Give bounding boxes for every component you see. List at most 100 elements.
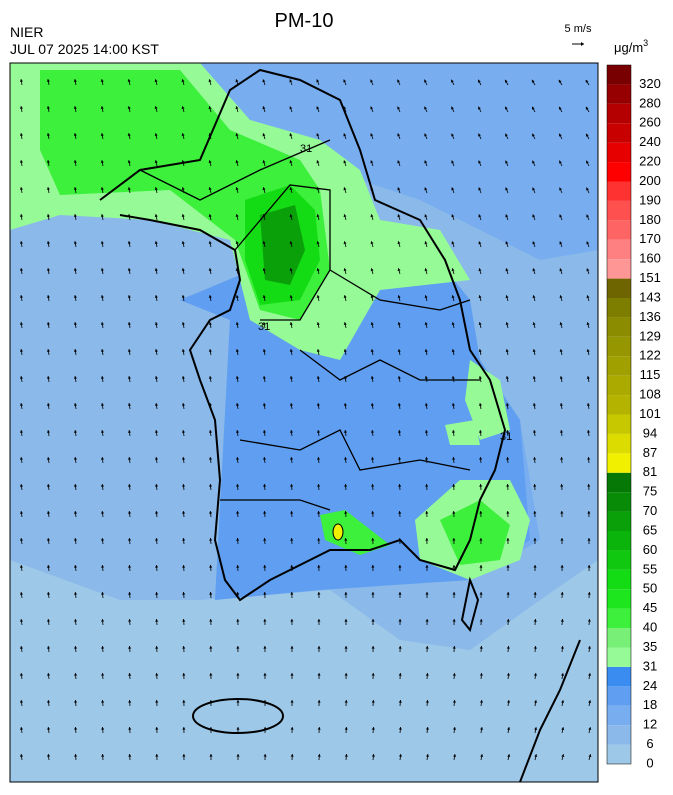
wind-arrowhead [397, 295, 401, 299]
wind-arrowhead [209, 457, 213, 460]
wind-arrowhead [532, 106, 535, 110]
wind-arrowhead [451, 187, 455, 191]
wind-arrowhead [371, 592, 375, 595]
wind-arrowhead [182, 538, 186, 541]
colorbar-segment [607, 628, 631, 648]
wind-arrowhead [155, 646, 159, 649]
wind-arrowhead [452, 511, 456, 514]
wind-arrowhead [208, 214, 212, 218]
wind-arrowhead [235, 403, 239, 406]
wind-arrowhead [397, 268, 401, 272]
wind-arrowhead [505, 268, 509, 272]
wind-arrowhead [262, 403, 266, 406]
wind-arrowhead [506, 619, 510, 622]
colorbar-label: 220 [639, 154, 661, 169]
wind-arrowhead [534, 700, 538, 703]
wind-arrowhead [560, 565, 564, 568]
wind-arrowhead [74, 646, 78, 649]
wind-scale-arrowhead [581, 42, 584, 46]
wind-arrowhead [532, 160, 535, 164]
wind-arrowhead [289, 430, 294, 433]
colorbar-segment [607, 531, 631, 551]
wind-arrowhead [47, 646, 51, 649]
wind-arrowhead [398, 700, 402, 703]
wind-arrowhead [46, 160, 50, 163]
wind-arrowhead [479, 619, 483, 622]
wind-arrowhead [398, 592, 402, 595]
wind-arrowhead [263, 484, 267, 487]
colorbar-label: 81 [643, 464, 657, 479]
wind-arrowhead [19, 133, 23, 136]
wind-arrowhead [262, 160, 266, 164]
colorbar-segment [607, 298, 631, 318]
wind-arrowhead [128, 700, 132, 703]
zone-east [445, 360, 510, 445]
wind-arrowhead [588, 700, 592, 703]
wind-arrowhead [370, 214, 374, 218]
wind-arrowhead [289, 295, 293, 298]
wind-arrowhead [127, 457, 132, 460]
wind-arrowhead [154, 457, 159, 460]
wind-arrowhead [532, 403, 536, 406]
wind-arrowhead [181, 403, 185, 406]
colorbar-label: 200 [639, 173, 661, 188]
wind-arrowhead [531, 79, 535, 83]
colorbar-label: 65 [643, 522, 657, 537]
wind-arrowhead [370, 133, 374, 137]
wind-arrowhead [558, 79, 562, 83]
wind-arrowhead [560, 484, 564, 487]
wind-arrowhead [235, 79, 239, 83]
wind-arrowhead [209, 538, 213, 541]
wind-arrowhead [343, 268, 347, 272]
wind-arrowhead [398, 457, 402, 460]
wind-arrowhead [181, 322, 185, 325]
wind-arrowhead [100, 214, 104, 217]
colorbar-label: 35 [643, 639, 657, 654]
wind-arrowhead [316, 430, 321, 433]
wind-arrowhead [181, 268, 185, 271]
wind-arrowhead [208, 322, 212, 325]
wind-arrowhead [505, 295, 509, 299]
wind-arrowhead [425, 646, 429, 649]
wind-arrowhead [127, 403, 132, 406]
wind-arrowhead [127, 79, 131, 83]
wind-arrowhead [559, 133, 562, 137]
wind-arrowhead [561, 700, 565, 703]
colorbar-segment [607, 433, 631, 454]
wind-arrowhead [533, 673, 537, 676]
zone-60-65 [260, 205, 305, 285]
colorbar-segment [607, 647, 631, 667]
wind-arrowhead [585, 106, 589, 110]
wind-arrowhead [398, 646, 402, 649]
wind-arrowhead [316, 268, 320, 272]
wind-arrowhead [316, 160, 320, 164]
wind-arrowhead [289, 268, 293, 272]
wind-arrowhead [397, 187, 401, 191]
colorbar-label: 151 [639, 270, 661, 285]
wind-arrowhead [559, 403, 563, 406]
wind-scale: 5 m/s [565, 23, 592, 35]
wind-arrowhead [586, 295, 590, 299]
wind-arrowhead [289, 133, 293, 137]
wind-arrowhead [344, 754, 348, 757]
wind-arrowhead [263, 511, 267, 514]
wind-arrowhead [344, 727, 348, 730]
wind-arrowhead [47, 727, 51, 730]
wind-arrowhead [317, 646, 321, 649]
colorbar-segment [607, 725, 631, 745]
wind-arrowhead [290, 457, 294, 460]
wind-arrowhead [343, 160, 347, 164]
wind-arrowhead [478, 106, 481, 110]
wind-arrowhead [236, 592, 240, 595]
wind-arrowhead [19, 538, 24, 541]
wind-arrowhead [587, 565, 591, 568]
wind-arrowhead [425, 511, 429, 514]
wind-arrowhead [317, 673, 321, 676]
wind-arrowhead [506, 457, 510, 460]
wind-arrowhead [506, 538, 510, 541]
wind-arrowhead [19, 322, 24, 325]
wind-arrowhead [19, 511, 24, 514]
wind-arrowhead [478, 133, 481, 137]
wind-arrowhead [586, 160, 589, 164]
wind-arrowhead [100, 403, 105, 406]
